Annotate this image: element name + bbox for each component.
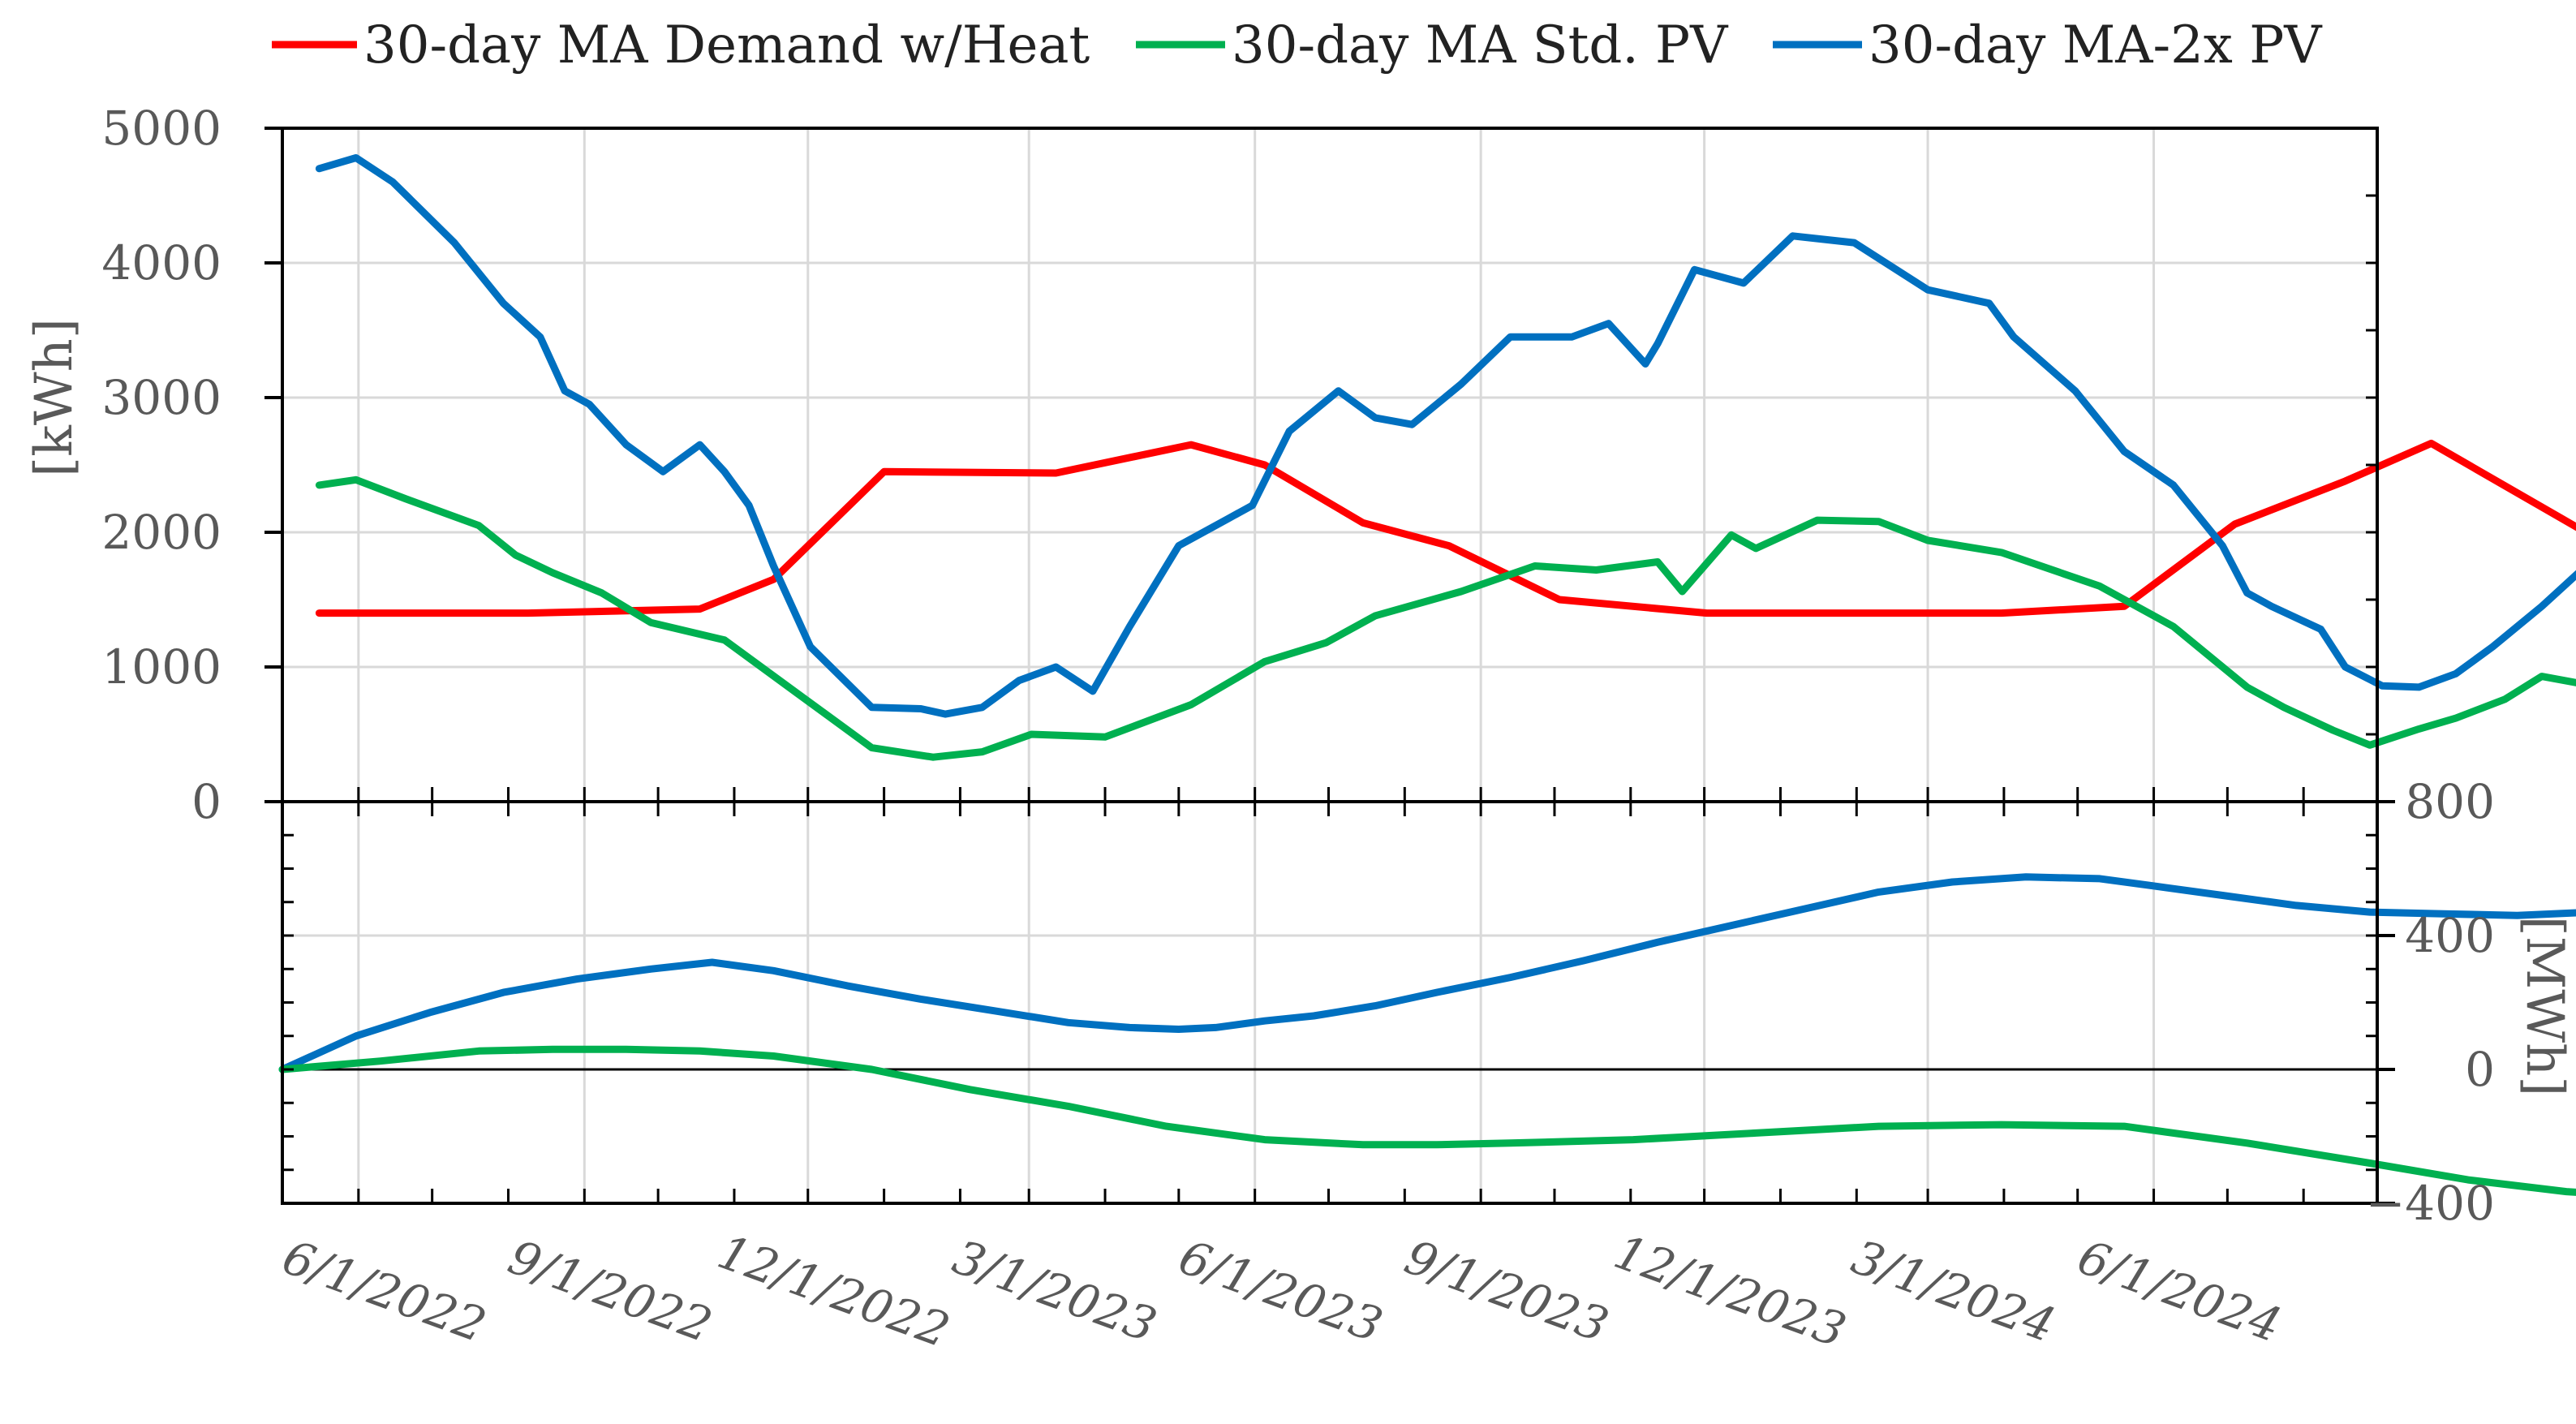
legend-label-demand: 30-day MA Demand w/Heat bbox=[363, 15, 1090, 75]
top-y-ticks bbox=[264, 127, 2377, 803]
top-series-2 bbox=[315, 154, 2576, 718]
legend-label-2x-pv: 30-day MA-2x PV bbox=[1869, 15, 2323, 75]
top-ytick-label-5: 5000 bbox=[101, 101, 221, 156]
top-series-group bbox=[315, 154, 2576, 761]
bottom-ytick-label-3: 800 bbox=[2405, 774, 2495, 829]
top-ytick-label-4: 4000 bbox=[101, 235, 221, 290]
bottom-series-0 bbox=[278, 873, 2576, 1073]
top-ytick-label-3: 3000 bbox=[101, 370, 221, 425]
top-series-1 bbox=[315, 475, 2576, 761]
bottom-ytick-label-0: −400 bbox=[2366, 1176, 2495, 1231]
top-y-tick-labels: 0 1000 2000 3000 4000 5000 bbox=[101, 101, 221, 829]
top-series-0 bbox=[315, 439, 2576, 617]
bottom-y-axis-title: [MWh] bbox=[2514, 916, 2574, 1096]
top-ytick-label-0: 0 bbox=[191, 774, 221, 829]
top-ytick-label-1: 1000 bbox=[101, 639, 221, 695]
top-ytick-label-2: 2000 bbox=[101, 505, 221, 560]
bottom-ytick-label-1: 0 bbox=[2465, 1042, 2495, 1097]
x-ticks bbox=[281, 787, 2305, 1203]
bottom-ytick-label-2: 400 bbox=[2405, 908, 2495, 963]
top-y-axis-title: [kWh] bbox=[24, 318, 84, 477]
bottom-y-tick-labels: −400 0 400 800 bbox=[2366, 774, 2495, 1231]
bottom-panel: −400 0 400 800 [MWh] bbox=[278, 774, 2576, 1231]
bottom-y-ticks bbox=[282, 800, 2395, 1205]
legend: 30-day MA Demand w/Heat 30-day MA Std. P… bbox=[272, 15, 2323, 75]
bottom-series-group bbox=[278, 873, 2576, 1196]
legend-label-std-pv: 30-day MA Std. PV bbox=[1232, 15, 1729, 75]
bottom-series-1 bbox=[278, 1045, 2576, 1196]
gridlines bbox=[282, 128, 2377, 1203]
